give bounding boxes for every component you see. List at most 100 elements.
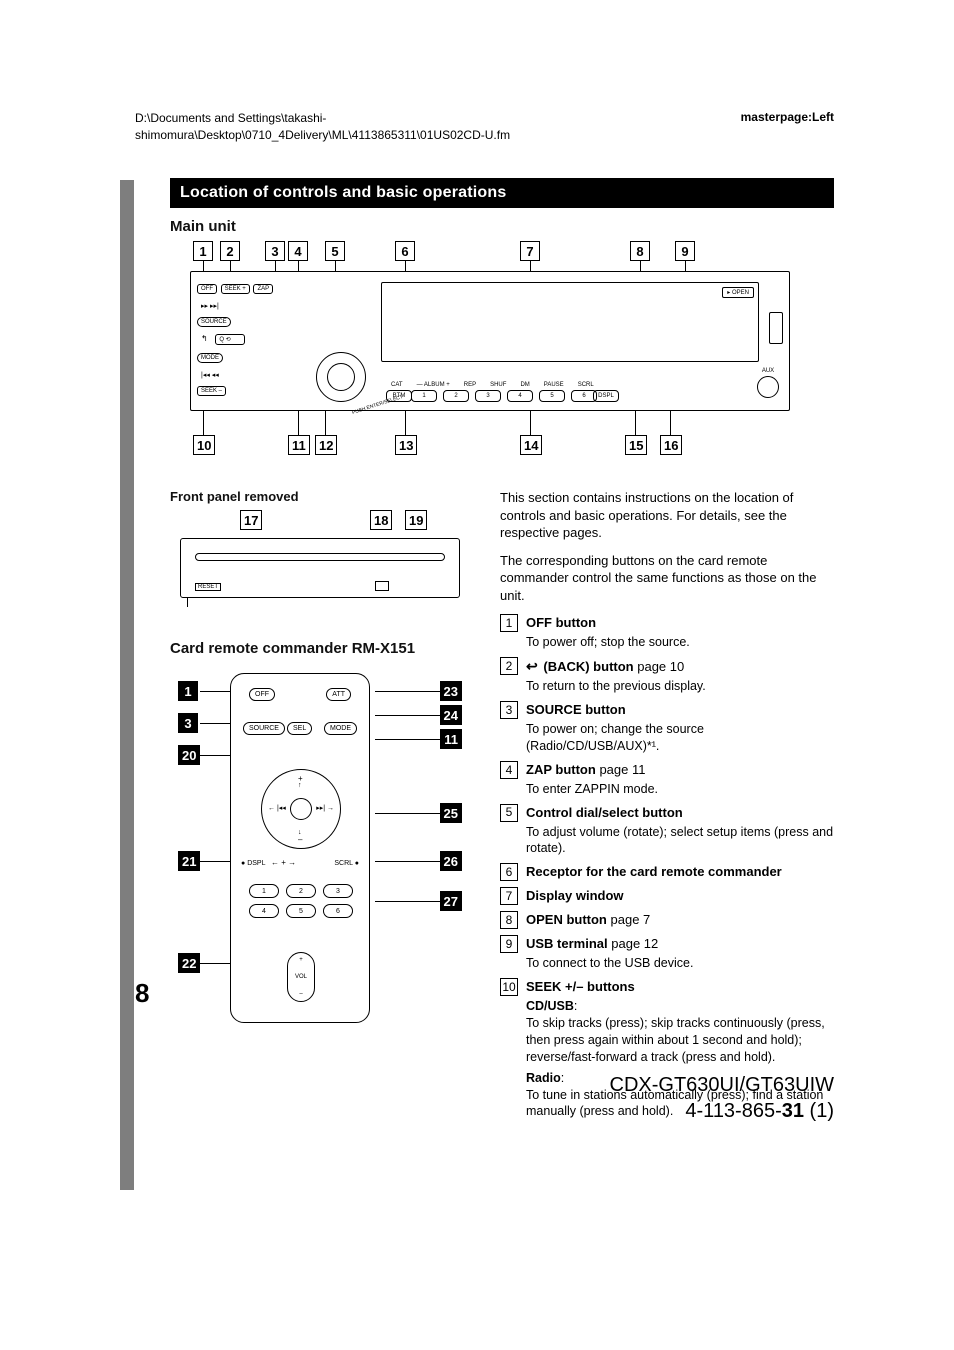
section-heading: Location of controls and basic operation… — [170, 178, 834, 208]
callout-3: 3 — [265, 241, 285, 261]
callout-8: 8 — [630, 241, 650, 261]
control-item-6: 6 Receptor for the card remote commander — [500, 863, 834, 881]
mu-preset-2: 2 — [443, 390, 469, 402]
file-path-line1: D:\Documents and Settings\takashi- — [135, 111, 326, 125]
control-item-4: 4 ZAP button page 11 — [500, 761, 834, 779]
item-desc: To return to the previous display. — [526, 678, 834, 695]
mu-aux: AUX — [757, 368, 779, 400]
item-number: 6 — [500, 863, 518, 881]
item-title: Display window — [526, 888, 624, 903]
mu-off: OFF — [197, 284, 217, 294]
callout-26-r: 26 — [440, 851, 462, 871]
callout-20: 20 — [178, 745, 200, 765]
callout-9: 9 — [675, 241, 695, 261]
mu-usb-terminal — [769, 312, 783, 344]
item-title: SEEK +/– buttons — [526, 979, 635, 994]
r-num-5: 5 — [286, 904, 316, 918]
mu-mode: MODE — [197, 353, 223, 363]
control-item-10: 10 SEEK +/– buttons — [500, 978, 834, 996]
r-dpad: + ↑ ↓ – ← |◂◂ ▸▸| → — [261, 769, 341, 849]
callout-25-r: 25 — [440, 803, 462, 823]
callout-3: 3 — [178, 713, 198, 733]
control-item-3: 3 SOURCE button — [500, 701, 834, 719]
intro-text-2: The corresponding buttons on the card re… — [500, 552, 834, 605]
main-unit-diagram: 123456789 OFF SEEK + ZAP ▸▸ ▸▸| SOURCE ↰… — [170, 241, 810, 481]
item-desc: To adjust volume (rotate); select setup … — [526, 824, 834, 858]
callout-16: 16 — [660, 435, 682, 455]
mu-open: ▸ OPEN — [722, 287, 754, 298]
item-title: (BACK) button — [543, 659, 633, 674]
mu-display: ▸ OPEN — [381, 282, 759, 362]
callout-18: 18 — [370, 510, 392, 530]
control-item-7: 7Display window — [500, 887, 834, 905]
mu-control-dial — [316, 352, 366, 402]
mu-preset-3: 3 — [475, 390, 501, 402]
callout-17: 17 — [240, 510, 262, 530]
callout-7: 7 — [520, 241, 540, 261]
r-source: SOURCE — [243, 722, 285, 735]
mu-q: Q ⟲ — [215, 334, 245, 345]
item-number: 8 — [500, 911, 518, 929]
footer: CDX-GT630UI/GT63UIW 4-113-865-31 (1) — [610, 1072, 834, 1124]
r-off: OFF — [249, 688, 275, 701]
callout-5: 5 — [325, 241, 345, 261]
remote-diagram: 13202122 232411252627 OFF ATT SOURCE SEL… — [170, 663, 470, 1043]
masterpage-label: masterpage:Left — [741, 110, 834, 144]
r-num-4: 4 — [249, 904, 279, 918]
page-side-bar — [120, 180, 134, 1190]
item-number: 10 — [500, 978, 518, 996]
callout-27-r: 27 — [440, 891, 462, 911]
item-number: 2 — [500, 657, 518, 675]
callout-11-r: 11 — [440, 729, 462, 749]
item-title: OPEN button — [526, 912, 607, 927]
callout-21: 21 — [178, 851, 200, 871]
intro-text-1: This section contains instructions on th… — [500, 489, 834, 542]
mu-seek-minus: SEEK – — [197, 386, 226, 396]
mu-zap: ZAP — [253, 284, 273, 294]
r-sel: SEL — [287, 722, 312, 735]
r-num-1: 1 — [249, 884, 279, 898]
fpr-reset: RESET — [195, 583, 221, 591]
item-title: ZAP button — [526, 762, 596, 777]
item-desc: To connect to the USB device. — [526, 955, 834, 972]
front-panel-diagram: 17 18 19 RESET — [170, 510, 470, 620]
r-mode: MODE — [324, 722, 357, 735]
main-unit-heading: Main unit — [170, 218, 834, 235]
control-item-1: 1 OFF button — [500, 614, 834, 632]
control-item-2: 2↩ (BACK) button page 10 — [500, 657, 834, 676]
item-number: 4 — [500, 761, 518, 779]
item-title: SOURCE button — [526, 702, 626, 717]
file-path-line2: shimomura\Desktop\0710_4Delivery\ML\4113… — [135, 128, 510, 142]
r-att: ATT — [326, 688, 351, 701]
item-desc: To power on; change the source (Radio/CD… — [526, 721, 834, 755]
mu-preset-1: 1 — [411, 390, 437, 402]
callout-10: 10 — [193, 435, 215, 455]
control-item-5: 5Control dial/select button — [500, 804, 834, 822]
callout-23-r: 23 — [440, 681, 462, 701]
mu-btm: BTM — [386, 390, 412, 402]
remote-heading: Card remote commander RM-X151 — [170, 640, 470, 657]
item-number: 9 — [500, 935, 518, 953]
callout-15: 15 — [625, 435, 647, 455]
r-scrl-label: SCRL ● — [334, 860, 359, 867]
mu-seek-plus: SEEK + — [221, 284, 250, 294]
item-desc: To enter ZAPPIN mode. — [526, 781, 834, 798]
callout-13: 13 — [395, 435, 417, 455]
back-icon: ↩ — [526, 657, 538, 676]
callout-4: 4 — [288, 241, 308, 261]
control-item-9: 9USB terminal page 12 — [500, 935, 834, 953]
item-page: page 7 — [611, 912, 651, 927]
item-title: Receptor for the card remote commander — [526, 864, 782, 879]
r-num-6: 6 — [323, 904, 353, 918]
callout-11: 11 — [288, 435, 310, 455]
callout-19: 19 — [405, 510, 427, 530]
item-title: OFF button — [526, 615, 596, 630]
mu-preset-5: 5 — [539, 390, 565, 402]
r-vol: +VOL– — [287, 952, 315, 1002]
callout-22: 22 — [178, 953, 200, 973]
item-number: 3 — [500, 701, 518, 719]
callout-14: 14 — [520, 435, 542, 455]
item-number: 1 — [500, 614, 518, 632]
item-page: page 11 — [599, 762, 645, 777]
r-dspl-label: ● DSPL — [241, 860, 265, 867]
